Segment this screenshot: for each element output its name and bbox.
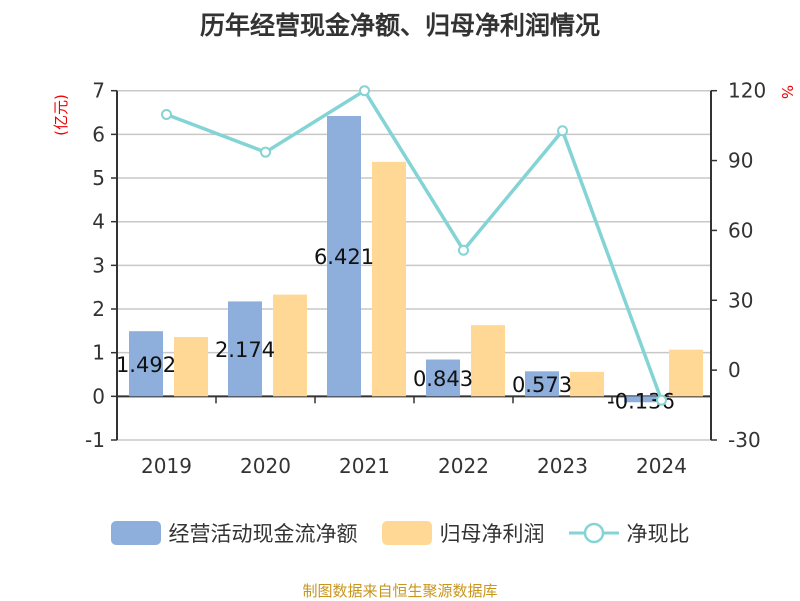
legend-item-ratio[interactable]: 净现比 [568,518,690,548]
y-tick-label: 3 [92,253,105,277]
source-note: 制图数据来自恒生聚源数据库 [302,582,498,600]
ratio-line [165,88,664,401]
data-label: 0.573 [512,373,572,397]
chart-title: 历年经营现金净额、归母净利润情况 [199,11,600,40]
y2-tick-label: -30 [728,428,761,452]
x-tick-label: 2021 [339,454,390,478]
bar-net-profit [273,294,307,397]
x-tick-label: 2024 [636,454,687,478]
x-tick-label: 2023 [537,454,588,478]
bar-cashflow [327,115,361,397]
y2-tick-label: 0 [728,358,741,382]
ratio-point [557,125,568,137]
y2-axis-label: % [778,85,796,99]
y-tick-label: 2 [92,297,105,321]
x-tick-label: 2019 [141,454,192,478]
bar-net-profit [174,336,208,397]
legend-label: 经营活动现金流净额 [168,522,358,546]
data-label: 0.843 [413,367,473,391]
y-axis-label: (亿元) [52,94,70,136]
x-tick-label: 2022 [438,454,489,478]
line-marker-icon [568,522,619,544]
legend-swatch [110,521,161,545]
bar-cashflow [228,301,262,397]
legend-item-cashflow[interactable]: 经营活动现金流净额 [110,518,358,548]
data-label: 1.492 [116,353,176,377]
bar-cashflow [426,359,460,397]
legend: 经营活动现金流净额 归母净利润 净现比 [0,518,800,548]
y2-tick-label: 120 [728,79,766,103]
ratio-point [656,394,667,406]
y-tick-label: 4 [92,210,105,234]
y-tick-label: 0 [92,384,105,408]
ratio-point [161,108,172,120]
y2-tick-label: 60 [728,218,753,242]
y2-tick-label: 30 [728,288,753,312]
data-label: 6.421 [314,245,374,269]
data-label: 2.174 [215,338,275,362]
y-tick-label: 1 [92,341,105,365]
y-tick-label: -1 [85,428,105,452]
bar-cashflow [129,331,163,397]
bar-net-profit [669,349,703,397]
bar-cashflow [624,396,658,403]
y-tick-label: 5 [92,166,105,190]
y-tick-label: 6 [92,122,105,146]
legend-label: 归母净利润 [439,522,545,546]
bar-net-profit [570,371,604,397]
bar-cashflow [525,371,559,397]
legend-swatch [381,521,432,545]
ratio-point [359,85,370,97]
ratio-point [260,146,271,158]
legend-item-profit[interactable]: 归母净利润 [381,518,545,548]
y2-tick-label: 90 [728,149,753,173]
x-tick-label: 2020 [240,454,291,478]
ratio-point [458,244,469,256]
legend-label: 净现比 [626,522,690,546]
y-tick-label: 7 [92,79,105,103]
bar-net-profit [372,161,406,397]
bar-net-profit [471,325,505,397]
